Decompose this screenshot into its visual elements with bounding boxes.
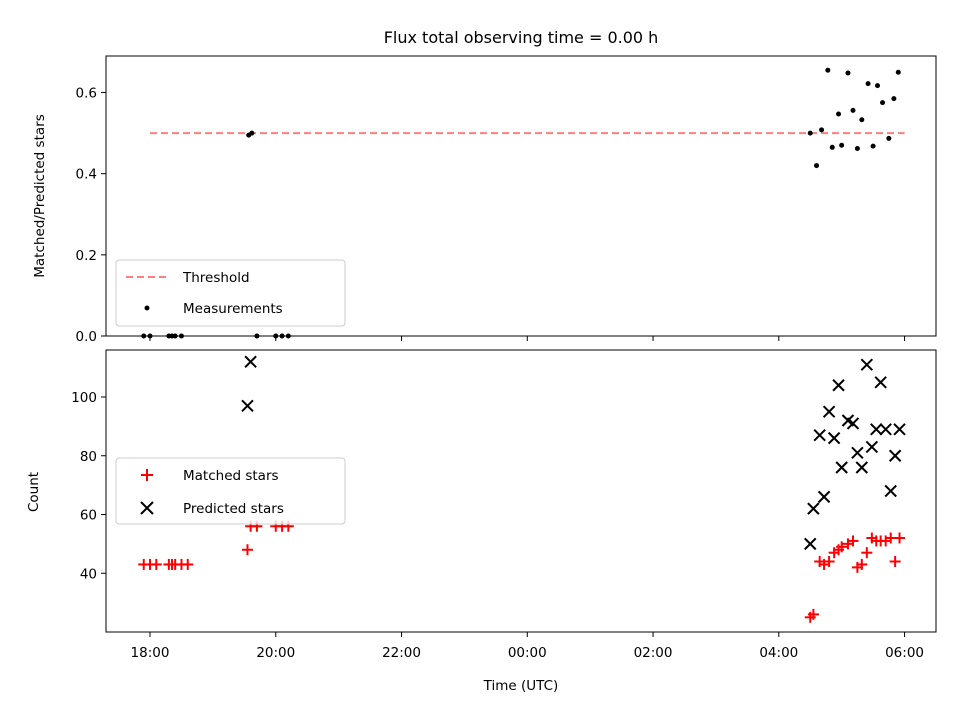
bottom-y-tick-label: 40 <box>80 566 97 582</box>
predicted-star-point <box>893 423 906 436</box>
predicted-star-point <box>870 423 883 436</box>
predicted-star-point <box>813 428 826 442</box>
bottom-legend: Matched stars Predicted stars <box>115 457 346 525</box>
top-y-tick-label: 0.4 <box>76 167 97 183</box>
legend-matched-swatch <box>141 469 153 481</box>
measurement-point <box>850 107 856 113</box>
bottom-y-tick-label: 100 <box>71 390 97 406</box>
bottom-plot-area <box>138 355 906 623</box>
measurement-point <box>807 130 813 136</box>
matched-star-point <box>894 532 906 544</box>
predicted-star-point <box>241 399 254 413</box>
top-y-tick-label: 0.0 <box>76 329 97 345</box>
predicted-star-point <box>888 449 902 462</box>
chart-title: Flux total observing time = 0.00 h <box>384 28 659 47</box>
predicted-star-point <box>884 484 897 498</box>
measurement-point <box>870 143 876 149</box>
measurement-point <box>814 163 820 169</box>
top-y-axis-label: Matched/Predicted stars <box>32 114 48 277</box>
top-axes-frame <box>105 55 937 337</box>
top-y-ticks: 0.0 0.2 0.4 0.6 <box>76 86 106 345</box>
predicted-star-point <box>855 461 869 474</box>
measurement-point <box>880 100 886 106</box>
x-tick-label: 22:00 <box>382 645 421 661</box>
predicted-star-point <box>827 431 841 445</box>
legend-threshold-label: Threshold <box>182 270 250 286</box>
bottom-panel: 40 60 80 100 18:00 20:00 22:00 00:00 02:00 04:00… <box>26 349 937 694</box>
bottom-axes-frame <box>105 349 937 633</box>
matched-star-point <box>856 558 868 570</box>
matched-star-point <box>889 556 901 567</box>
matched-star-point <box>847 535 859 547</box>
measurement-point <box>836 111 842 117</box>
predicted-star-point <box>244 355 257 368</box>
predicted-star-point <box>807 502 820 515</box>
bottom-y-ticks: 40 60 80 100 <box>71 390 106 582</box>
measurement-point <box>865 81 871 87</box>
predicted-star-point <box>835 461 848 474</box>
legend-predicted-label: Predicted stars <box>183 501 284 517</box>
top-panel: 0.0 0.2 0.4 0.6 Matched/Predicted stars Thr… <box>32 55 937 345</box>
matched-star-point <box>836 541 848 553</box>
top-plot-area <box>141 67 905 339</box>
legend-measurements-swatch <box>144 305 150 311</box>
x-tick-label: 02:00 <box>634 645 673 661</box>
predicted-star-point <box>822 405 836 418</box>
bottom-y-tick-label: 80 <box>80 449 97 465</box>
x-tick-label: 06:00 <box>885 645 924 661</box>
measurement-point <box>839 142 845 148</box>
measurement-point <box>886 135 892 141</box>
predicted-star-point <box>817 490 831 504</box>
measurement-point <box>819 127 825 133</box>
x-tick-label: 20:00 <box>256 645 295 661</box>
legend-matched-label: Matched stars <box>183 468 279 484</box>
predicted-star-point <box>846 417 860 430</box>
x-tick-label: 00:00 <box>508 645 547 661</box>
top-y-tick-label: 0.6 <box>76 86 97 102</box>
legend-predicted-swatch <box>140 501 154 515</box>
matched-star-point <box>861 547 873 559</box>
top-y-tick-label: 0.2 <box>76 248 97 264</box>
top-legend-box <box>115 259 346 327</box>
bottom-x-ticks: 18:00 20:00 22:00 00:00 02:00 04:00 06:00 <box>131 632 924 661</box>
x-tick-label: 04:00 <box>759 645 798 661</box>
predicted-star-point <box>865 440 879 454</box>
predicted-star-point <box>804 537 817 551</box>
matched-star-point <box>150 558 162 570</box>
measurement-point <box>854 146 860 152</box>
top-x-ticks <box>149 336 906 341</box>
measurement-point <box>875 83 881 89</box>
measurement-point <box>859 117 865 123</box>
matched-star-point <box>823 556 835 567</box>
legend-measurements-label: Measurements <box>183 301 283 317</box>
measurement-point <box>249 130 255 136</box>
matched-star-point <box>182 558 194 570</box>
measurement-point <box>895 69 901 75</box>
predicted-star-point <box>832 379 845 392</box>
predicted-star-point <box>851 446 864 460</box>
bottom-y-axis-label: Count <box>26 472 42 512</box>
predicted-star-point <box>879 423 892 436</box>
bottom-y-tick-label: 60 <box>80 508 97 524</box>
matched-star-point <box>241 544 253 556</box>
measurement-point <box>829 144 835 150</box>
x-axis-label: Time (UTC) <box>483 678 559 694</box>
measurement-point <box>825 67 831 73</box>
measurement-point <box>845 70 851 76</box>
x-tick-label: 18:00 <box>131 645 170 661</box>
predicted-star-point <box>860 358 874 371</box>
matched-star-point <box>807 608 819 620</box>
predicted-star-point <box>874 376 887 389</box>
bottom-legend-box <box>115 457 346 525</box>
measurement-point <box>891 96 897 102</box>
top-legend: Threshold Measurements <box>115 259 346 327</box>
